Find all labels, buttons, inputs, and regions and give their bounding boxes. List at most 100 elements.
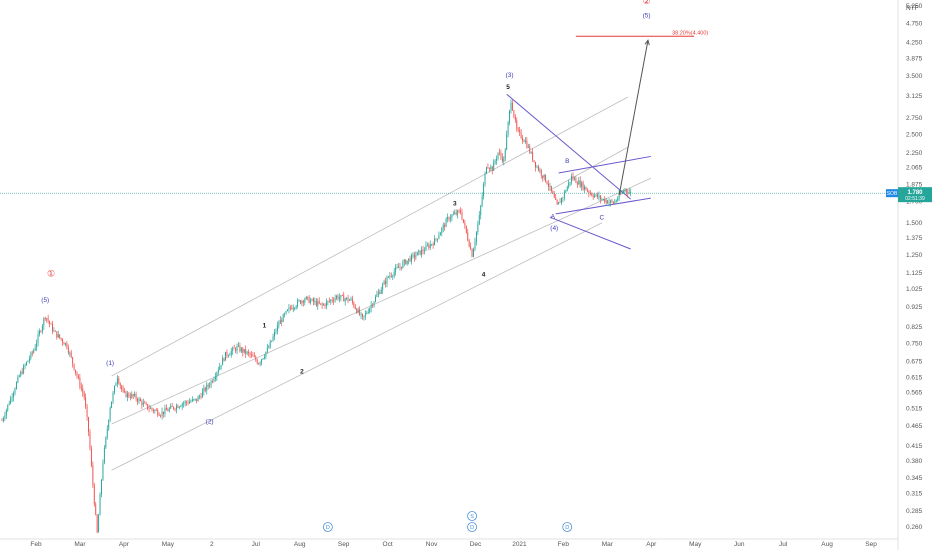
fib-level-label: 38.20%(4.400) <box>672 30 708 36</box>
candle-body <box>76 372 78 377</box>
candle-body <box>568 182 570 187</box>
candle-body <box>321 303 323 306</box>
y-tick-label: 0.345 <box>906 475 923 482</box>
candle-body <box>256 360 258 364</box>
price-axis[interactable]: 5.250 4.750 4.250 3.875 3.500 3.125 2.750 2.500… <box>886 0 932 550</box>
candle-body <box>610 200 611 203</box>
candle-body <box>252 354 254 357</box>
candle-body <box>627 191 629 194</box>
candle-body <box>612 201 614 204</box>
candle-body <box>225 351 226 361</box>
candle-body <box>276 325 278 332</box>
candle-body <box>438 235 440 239</box>
candle-body <box>589 193 591 195</box>
candle-body <box>576 182 578 185</box>
channel-lines-layer <box>111 93 652 471</box>
candle-body <box>454 212 456 215</box>
candle-body <box>398 267 400 269</box>
candle-body <box>526 140 528 148</box>
y-tick-label: 0.260 <box>906 524 923 531</box>
price-tag-countdown: 02:51:39 <box>905 196 925 202</box>
candle-body <box>617 198 619 201</box>
candle-body <box>542 175 544 178</box>
candle-body <box>167 410 169 412</box>
y-tick-label: 3.125 <box>906 93 923 100</box>
x-tick-label: Feb <box>558 541 570 548</box>
candle-body <box>132 394 134 396</box>
candle-body <box>281 320 283 322</box>
candle-body <box>497 152 499 159</box>
candle-body <box>85 397 87 407</box>
candle-body <box>98 515 100 533</box>
candle-body <box>500 152 502 157</box>
candle-body <box>34 347 36 351</box>
candle-body <box>484 173 486 185</box>
candle-body <box>305 296 307 300</box>
candle-body <box>524 140 526 142</box>
candle-body <box>320 303 322 305</box>
candle-body <box>176 405 177 410</box>
time-axis[interactable]: Feb Mar Apr May 2 Jul Aug Sep Oct Nov Dec 2021 Feb Ma… <box>0 538 898 548</box>
candle-body <box>157 410 159 416</box>
x-tick-label: Aug <box>821 541 833 548</box>
candle-body <box>311 298 313 301</box>
candle-body <box>483 184 485 197</box>
candle-body <box>494 160 496 163</box>
y-tick-label: 0.285 <box>906 508 923 515</box>
candle-body <box>131 394 133 398</box>
candle-body <box>602 198 604 200</box>
candle-body <box>604 198 606 203</box>
candle-body <box>255 357 257 361</box>
y-tick-label: 1.250 <box>906 252 923 259</box>
candle-body <box>588 191 590 194</box>
candle-body <box>474 241 476 249</box>
candle-body <box>92 465 94 485</box>
wave-label: 2 <box>300 368 304 375</box>
candle-body <box>82 388 84 393</box>
candle-body <box>174 408 176 410</box>
candle-body <box>501 156 503 162</box>
y-tick-label: 0.465 <box>906 423 923 430</box>
candle-body <box>187 402 189 404</box>
candle-body <box>390 275 392 277</box>
candle-body <box>287 309 288 311</box>
candle-body <box>516 120 518 130</box>
candle-body <box>14 389 16 394</box>
candle-body <box>312 298 314 303</box>
symbol-tag-label: SOB <box>887 191 898 197</box>
candle-body <box>13 393 15 398</box>
candle-body <box>269 341 271 348</box>
candle-body <box>379 292 381 294</box>
candle-body <box>556 200 558 205</box>
candle-body <box>571 176 573 182</box>
candle-body <box>376 294 378 297</box>
candle-body <box>445 219 447 227</box>
candle-body <box>473 248 474 257</box>
candle-body <box>43 318 45 326</box>
candle-body <box>594 195 596 198</box>
candle-body <box>317 301 319 306</box>
candle-body <box>552 191 554 194</box>
candle-body <box>56 331 58 338</box>
candle-body <box>72 357 74 364</box>
candle-body <box>239 345 241 352</box>
event-marker-label: D <box>470 525 474 531</box>
candle-body <box>227 355 229 357</box>
event-marker <box>562 522 573 532</box>
x-tick-label: Apr <box>119 541 130 548</box>
wave-label: C <box>599 214 604 221</box>
candle-body <box>102 462 104 480</box>
candle-body <box>203 388 205 392</box>
candle-body <box>96 514 98 533</box>
candle-body <box>47 318 49 322</box>
candle-body <box>220 365 222 367</box>
candle-body <box>504 149 506 159</box>
candle-body <box>134 394 136 396</box>
candle-body <box>57 334 59 338</box>
candle-body <box>399 266 401 268</box>
event-marker <box>467 511 477 521</box>
candle-body <box>581 182 583 187</box>
y-tick-label: 0.925 <box>906 304 923 311</box>
